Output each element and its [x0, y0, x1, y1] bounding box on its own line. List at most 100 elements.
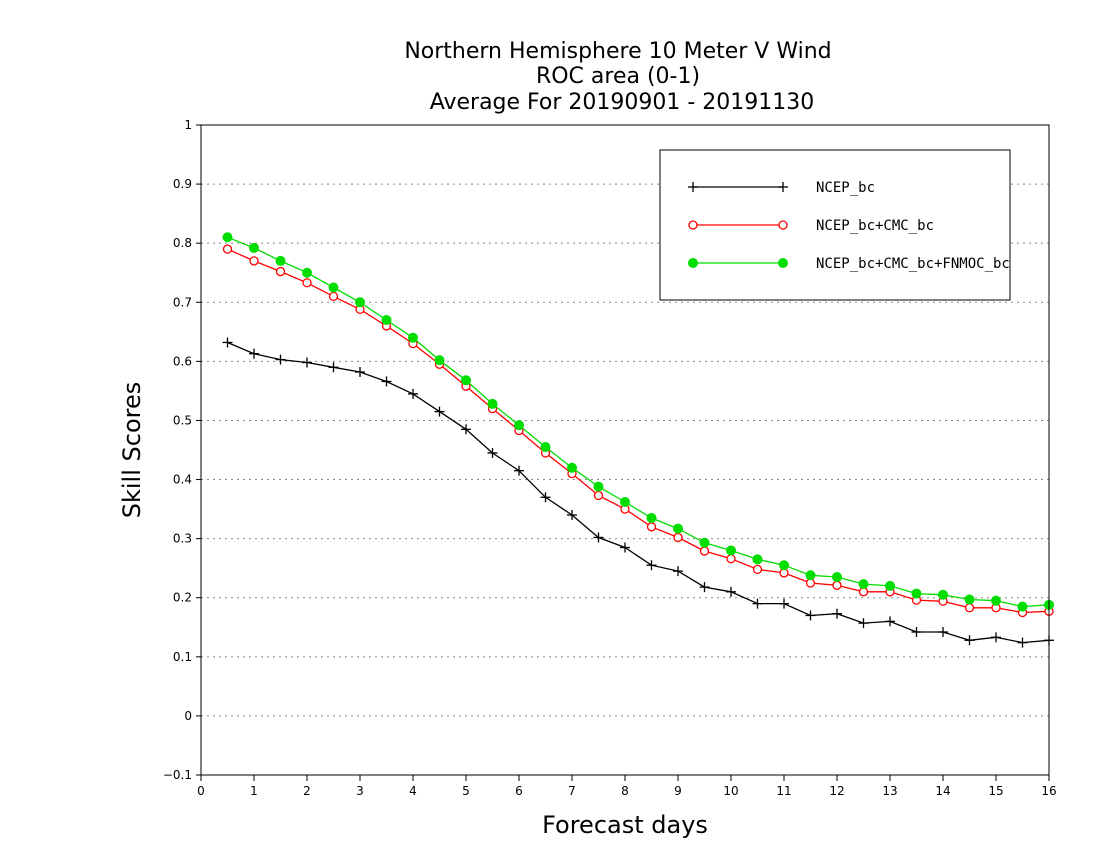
y-axis-ticks: −0.1 0 0.1 0.2 0.3 0.4 0.5 0.6 0.7 0.8 0.9 1 [163, 118, 201, 782]
data-point [249, 348, 259, 359]
x-axis-ticks: 0 1 2 3 4 5 6 7 8 9 10 11 12 13 14 15 16 [197, 775, 1057, 798]
data-point [911, 588, 922, 599]
y-tick-label: 0.7 [173, 295, 192, 309]
legend-marker [688, 258, 698, 268]
data-point [779, 598, 789, 609]
data-point [1017, 637, 1028, 648]
x-tick-label: 16 [1041, 784, 1056, 798]
y-tick-label: 0.4 [173, 473, 192, 487]
data-point [726, 586, 736, 597]
data-point [991, 632, 1001, 643]
data-point [620, 497, 630, 507]
data-point [328, 362, 339, 373]
x-tick-label: 11 [776, 784, 791, 798]
legend-item: NCEP_bc+CMC_bc [688, 218, 934, 234]
x-tick-label: 15 [988, 784, 1003, 798]
data-point [567, 462, 577, 473]
data-point [302, 278, 312, 288]
series-1 [222, 244, 1054, 618]
data-point [434, 406, 445, 417]
data-point [805, 610, 816, 621]
x-tick-label: 8 [621, 784, 629, 798]
data-point [673, 532, 683, 543]
y-tick-label: 0.9 [173, 177, 192, 191]
data-point [593, 532, 604, 543]
data-point [540, 442, 551, 453]
data-point [991, 595, 1001, 606]
title-line-2: ROC area (0-1) [536, 64, 700, 89]
x-tick-label: 3 [356, 784, 364, 798]
data-point [620, 542, 630, 553]
data-point [222, 232, 233, 243]
x-tick-label: 2 [303, 784, 311, 798]
x-tick-label: 13 [882, 784, 897, 798]
data-point [434, 355, 445, 366]
series-lines [222, 232, 1054, 648]
legend-marker [688, 220, 698, 230]
series-line [227, 341, 1050, 644]
plot-frame [200, 124, 1050, 776]
x-tick-label: 14 [935, 784, 950, 798]
series-line [227, 248, 1050, 614]
data-point [249, 256, 259, 266]
data-point [938, 627, 948, 637]
data-point [381, 376, 392, 387]
legend-label: NCEP_bc [816, 180, 875, 196]
data-point [858, 579, 869, 590]
data-point [699, 537, 710, 548]
data-point [328, 282, 339, 293]
data-point [646, 512, 657, 523]
data-point [408, 332, 418, 343]
data-point [328, 291, 339, 302]
data-point [593, 490, 604, 501]
y-tick-label: 0.3 [173, 532, 192, 546]
legend-marker [778, 220, 788, 230]
data-point [249, 242, 259, 253]
x-tick-label: 6 [515, 784, 523, 798]
x-tick-label: 10 [723, 784, 738, 798]
data-point [275, 255, 286, 266]
data-point [302, 267, 312, 278]
data-point [646, 522, 657, 532]
data-point [646, 560, 657, 571]
data-point [1017, 601, 1028, 612]
series-0 [222, 337, 1054, 648]
data-point [699, 546, 710, 556]
data-point [673, 566, 683, 577]
data-point [752, 598, 763, 609]
data-point [699, 582, 710, 593]
y-axis-title: Skill Scores [118, 382, 146, 519]
y-tick-label: 0.8 [173, 236, 192, 250]
data-point [885, 580, 895, 591]
legend-marker [688, 182, 698, 192]
y-tick-label: 1 [184, 118, 192, 132]
x-tick-label: 5 [462, 784, 470, 798]
legend-marker [778, 182, 788, 192]
data-point [938, 589, 948, 600]
legend-label: NCEP_bc+CMC_bc+FNMOC_bc [816, 256, 1010, 272]
data-point [514, 465, 524, 476]
x-tick-label: 1 [250, 784, 258, 798]
data-point [567, 510, 577, 520]
y-tick-label: 0.2 [173, 591, 192, 605]
y-tick-label: 0 [184, 709, 192, 723]
title-line-3: Average For 20190901 - 20191130 [430, 90, 815, 115]
series-2 [222, 232, 1054, 612]
data-point [752, 564, 763, 575]
data-point [408, 388, 418, 399]
data-point [964, 635, 975, 646]
data-point [832, 572, 842, 583]
x-tick-label: 7 [568, 784, 576, 798]
data-point [222, 244, 233, 254]
y-tick-label: 0.6 [173, 354, 192, 368]
data-point [593, 481, 604, 492]
data-point [964, 603, 975, 613]
legend-label: NCEP_bc+CMC_bc [816, 218, 934, 234]
data-point [222, 337, 233, 348]
data-point [779, 560, 789, 571]
chart-title: Northern Hemisphere 10 Meter V Wind ROC … [404, 39, 831, 115]
legend: NCEP_bc NCEP_bc+CMC_bc NCEP_bc+CMC_bc+FNMO… [659, 149, 1011, 301]
data-point [832, 580, 842, 590]
data-point [514, 420, 524, 431]
x-axis-title: Forecast days [542, 811, 708, 839]
